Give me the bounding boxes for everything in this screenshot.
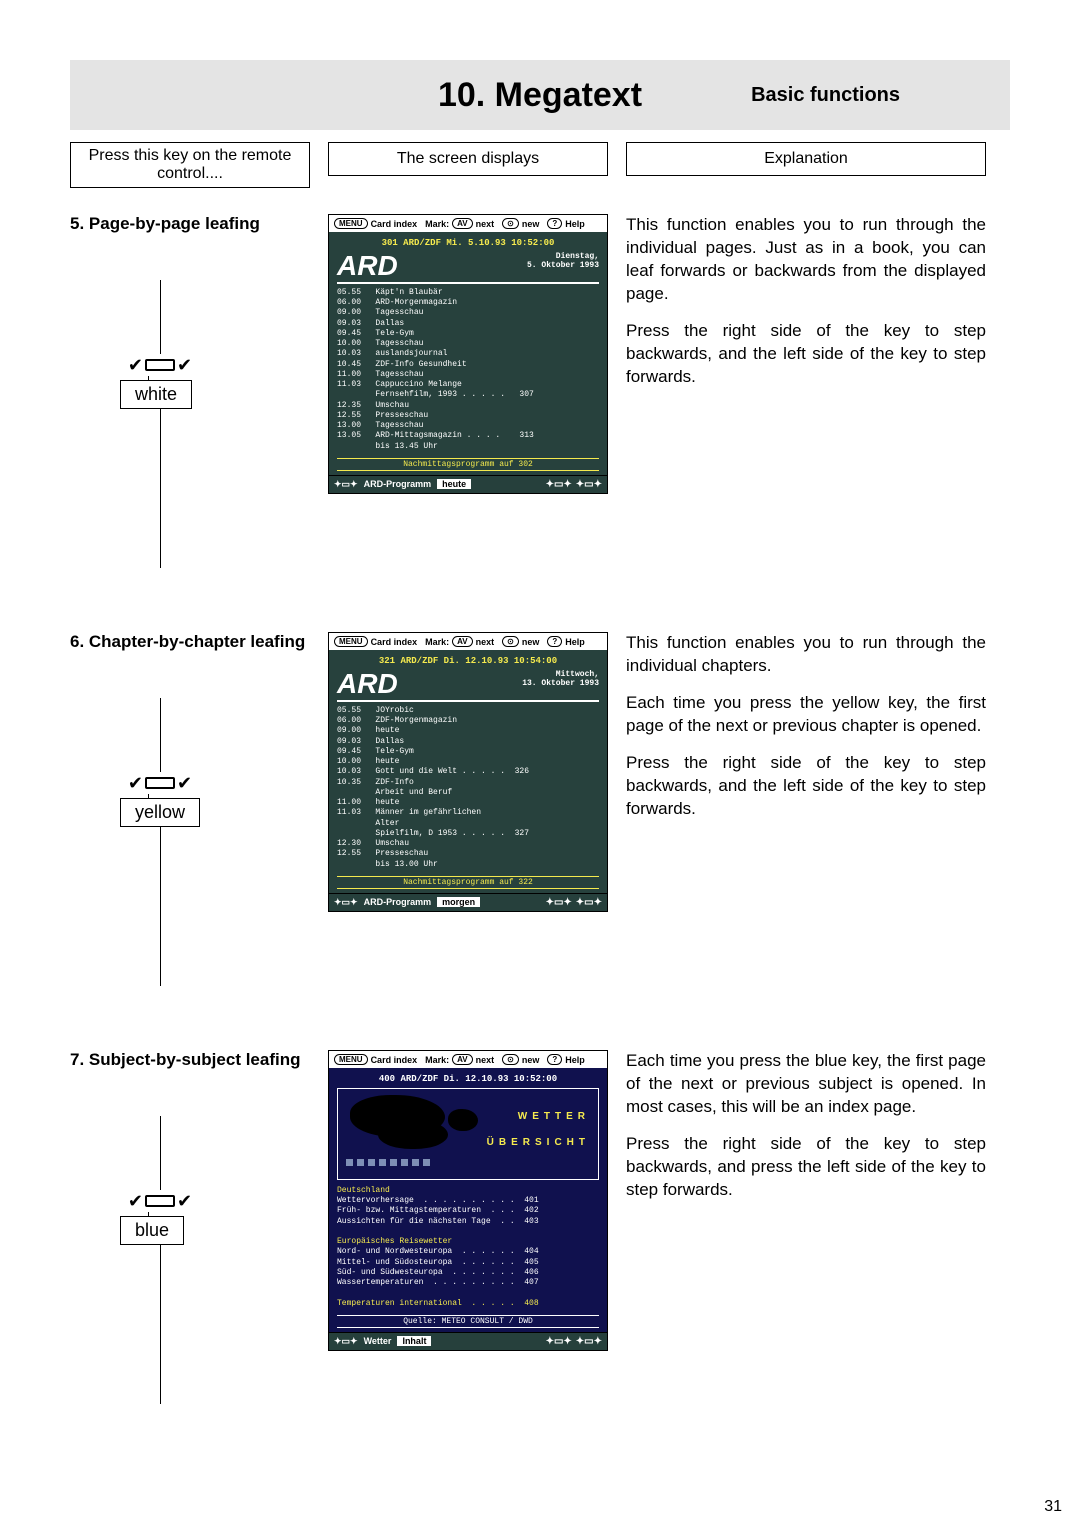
teletext-bottom-bar: ✦▭✦ARD-Programmmorgen ✦▭✦✦▭✦ xyxy=(329,893,607,911)
connector-line xyxy=(160,280,161,354)
connector-line xyxy=(160,408,161,568)
teletext-header: 400 ARD/ZDF Di. 12.10.93 10:52:00 xyxy=(337,1074,599,1084)
ard-logo: ARD xyxy=(337,252,398,280)
connector-line xyxy=(160,1244,161,1404)
teletext-top-bar: MENU Card index Mark:AV next ⊙ new ? Hel… xyxy=(329,633,607,650)
instruction-row: 6. Chapter-by-chapter leafing ✔✔ yellow … xyxy=(70,632,1010,964)
teletext-top-bar: MENU Card index Mark:AV next ⊙ new ? Hel… xyxy=(329,215,607,232)
teletext-footer: Nachmittagsprogramm auf 302 xyxy=(337,458,599,471)
connector-line xyxy=(160,698,161,772)
explanation-text: This function enables you to run through… xyxy=(626,214,986,546)
teletext-bottom-bar: ✦▭✦ARD-Programmheute ✦▭✦✦▭✦ xyxy=(329,475,607,493)
connector-line xyxy=(160,1116,161,1190)
teletext-listing: 05.55 JOYrobic 06.00 ZDF-Morgenmagazin 0… xyxy=(337,706,599,870)
section-heading: 7. Subject-by-subject leafing xyxy=(70,1050,310,1070)
explanation-text: Each time you press the blue key, the fi… xyxy=(626,1050,986,1382)
section-heading: 5. Page-by-page leafing xyxy=(70,214,310,234)
rocker-key-icon: ✔✔ xyxy=(114,354,206,376)
key-color-label: yellow xyxy=(120,798,200,827)
teletext-top-bar: MENU Card index Mark:AV next ⊙ new ? Hel… xyxy=(329,1051,607,1068)
instruction-row: 5. Page-by-page leafing ✔✔ white MENU Ca… xyxy=(70,214,1010,546)
key-color-label: blue xyxy=(120,1216,184,1245)
column-headers: Press this key on the remote control....… xyxy=(70,142,1010,188)
explanation-text: This function enables you to run through… xyxy=(626,632,986,964)
teletext-listing: Deutschland Wettervorhersage . . . . . .… xyxy=(337,1186,599,1309)
col-header-remote: Press this key on the remote control.... xyxy=(70,142,310,188)
teletext-header: 301 ARD/ZDF Mi. 5.10.93 10:52:00 xyxy=(337,238,599,248)
teletext-date: Dienstag,5. Oktober 1993 xyxy=(527,252,599,270)
connector-line xyxy=(160,826,161,986)
teletext-screen: MENU Card index Mark:AV next ⊙ new ? Hel… xyxy=(328,1050,608,1351)
rocker-key-icon: ✔✔ xyxy=(114,1190,206,1212)
teletext-listing: 05.55 Käpt'n Blaubär 06.00 ARD-Morgenmag… xyxy=(337,288,599,452)
section-heading: 6. Chapter-by-chapter leafing xyxy=(70,632,310,652)
teletext-bottom-bar: ✦▭✦WetterInhalt ✦▭✦✦▭✦ xyxy=(329,1332,607,1350)
col-header-screen: The screen displays xyxy=(328,142,608,176)
col-header-explanation: Explanation xyxy=(626,142,986,176)
key-color-label: white xyxy=(120,380,192,409)
weather-map: WETTER ÜBERSICHT xyxy=(337,1088,599,1180)
page-number: 31 xyxy=(1044,1498,1062,1516)
page-subtitle: Basic functions xyxy=(751,84,900,107)
teletext-footer: Quelle: METEO CONSULT / DWD xyxy=(337,1315,599,1328)
ard-logo: ARD xyxy=(337,670,398,698)
teletext-header: 321 ARD/ZDF Di. 12.10.93 10:54:00 xyxy=(337,656,599,666)
teletext-footer: Nachmittagsprogramm auf 322 xyxy=(337,876,599,889)
teletext-date: Mittwoch,13. Oktober 1993 xyxy=(522,670,599,688)
rocker-key-icon: ✔✔ xyxy=(114,772,206,794)
title-bar: 10. Megatext Basic functions xyxy=(70,60,1010,130)
teletext-screen: MENU Card index Mark:AV next ⊙ new ? Hel… xyxy=(328,214,608,494)
instruction-row: 7. Subject-by-subject leafing ✔✔ blue ME… xyxy=(70,1050,1010,1382)
teletext-screen: MENU Card index Mark:AV next ⊙ new ? Hel… xyxy=(328,632,608,912)
